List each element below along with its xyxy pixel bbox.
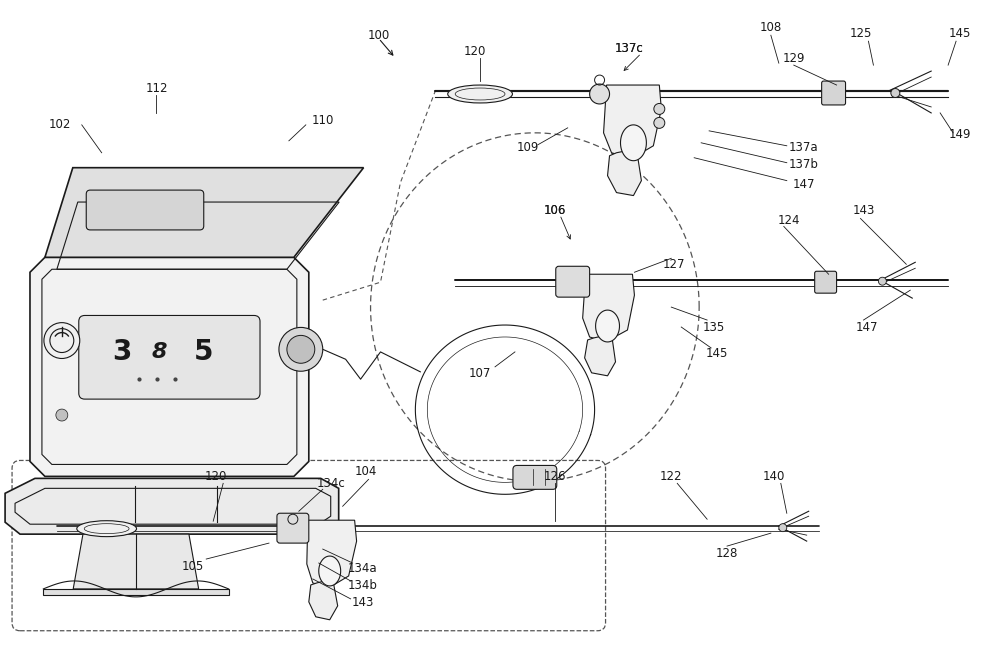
Text: 137a: 137a [789, 141, 819, 154]
Polygon shape [585, 334, 616, 376]
Circle shape [654, 103, 665, 115]
Text: 110: 110 [312, 115, 334, 127]
Circle shape [654, 117, 665, 128]
Text: 125: 125 [849, 26, 872, 40]
Polygon shape [319, 556, 341, 586]
Text: 3: 3 [112, 338, 132, 365]
Polygon shape [45, 167, 364, 258]
Polygon shape [583, 274, 634, 342]
Text: 128: 128 [716, 547, 738, 559]
Polygon shape [5, 479, 339, 534]
Text: 137b: 137b [789, 158, 819, 171]
Text: 107: 107 [469, 367, 491, 381]
Text: 149: 149 [949, 128, 971, 141]
Text: 122: 122 [660, 470, 683, 483]
Circle shape [891, 89, 900, 97]
Text: 120: 120 [464, 44, 486, 58]
Text: 134b: 134b [348, 579, 378, 592]
Text: 106: 106 [544, 204, 566, 217]
Ellipse shape [448, 85, 512, 103]
FancyBboxPatch shape [822, 81, 846, 105]
Text: 140: 140 [763, 470, 785, 483]
Text: 143: 143 [852, 204, 875, 217]
Text: 124: 124 [778, 214, 800, 227]
Text: 102: 102 [49, 118, 71, 131]
Text: 5: 5 [194, 338, 213, 365]
Polygon shape [596, 310, 619, 342]
FancyBboxPatch shape [556, 266, 590, 297]
Circle shape [287, 336, 315, 363]
Polygon shape [621, 125, 646, 161]
Text: 129: 129 [783, 52, 805, 65]
Text: 109: 109 [517, 141, 539, 154]
Polygon shape [43, 589, 229, 595]
Circle shape [779, 524, 787, 532]
Circle shape [878, 277, 886, 285]
Polygon shape [309, 579, 338, 620]
Text: 100: 100 [367, 28, 390, 42]
Text: 135: 135 [703, 320, 725, 334]
FancyBboxPatch shape [815, 271, 837, 293]
Text: 137c: 137c [615, 42, 644, 55]
Circle shape [44, 322, 80, 359]
FancyBboxPatch shape [277, 513, 309, 543]
Text: 104: 104 [354, 465, 377, 478]
Polygon shape [307, 520, 357, 588]
Text: 145: 145 [706, 348, 728, 360]
Polygon shape [73, 534, 199, 589]
Text: 112: 112 [145, 81, 168, 95]
Text: 145: 145 [949, 26, 971, 40]
Polygon shape [608, 149, 641, 195]
Circle shape [279, 328, 323, 371]
Text: 127: 127 [663, 258, 686, 271]
Polygon shape [604, 85, 661, 159]
Ellipse shape [77, 521, 137, 537]
Polygon shape [30, 258, 309, 477]
FancyBboxPatch shape [86, 190, 204, 230]
Text: 105: 105 [182, 559, 204, 573]
Text: 134a: 134a [348, 563, 377, 575]
FancyBboxPatch shape [79, 316, 260, 399]
Text: 126: 126 [544, 470, 566, 483]
Text: 147: 147 [792, 178, 815, 191]
Circle shape [56, 409, 68, 421]
Text: 134c: 134c [316, 477, 345, 490]
Ellipse shape [84, 524, 129, 534]
Text: 8: 8 [151, 342, 167, 361]
Circle shape [590, 84, 610, 104]
Text: 106: 106 [544, 204, 566, 217]
Text: 147: 147 [855, 320, 878, 334]
FancyBboxPatch shape [513, 465, 557, 489]
Ellipse shape [455, 88, 505, 100]
Text: 108: 108 [760, 21, 782, 34]
Text: 137c: 137c [615, 42, 644, 55]
Text: 143: 143 [351, 596, 374, 609]
Text: 120: 120 [205, 470, 227, 483]
